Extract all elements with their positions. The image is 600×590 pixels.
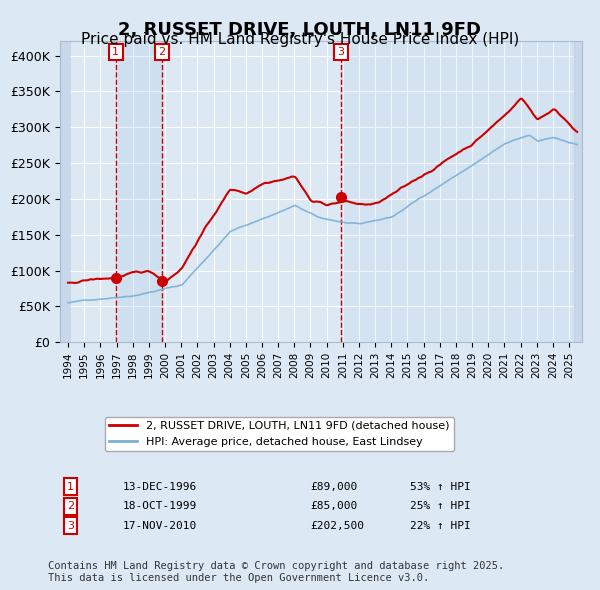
- Text: £85,000: £85,000: [311, 501, 358, 511]
- Text: 1: 1: [112, 47, 119, 57]
- Text: 25% ↑ HPI: 25% ↑ HPI: [410, 501, 470, 511]
- Text: 1: 1: [67, 481, 74, 491]
- Bar: [574, 41, 584, 342]
- Legend: 2, RUSSET DRIVE, LOUTH, LN11 9FD (detached house), HPI: Average price, detached : 2, RUSSET DRIVE, LOUTH, LN11 9FD (detach…: [105, 417, 454, 451]
- Bar: [60, 41, 71, 342]
- Text: 13-DEC-1996: 13-DEC-1996: [122, 481, 197, 491]
- Text: Price paid vs. HM Land Registry's House Price Index (HPI): Price paid vs. HM Land Registry's House …: [81, 32, 519, 47]
- Bar: [116, 41, 161, 342]
- Bar: [341, 41, 574, 342]
- Text: 3: 3: [67, 521, 74, 531]
- Text: 2, RUSSET DRIVE, LOUTH, LN11 9FD: 2, RUSSET DRIVE, LOUTH, LN11 9FD: [119, 21, 482, 39]
- Text: 18-OCT-1999: 18-OCT-1999: [122, 501, 197, 511]
- Text: Contains HM Land Registry data © Crown copyright and database right 2025.
This d: Contains HM Land Registry data © Crown c…: [48, 561, 504, 583]
- Text: 3: 3: [337, 47, 344, 57]
- Text: 17-NOV-2010: 17-NOV-2010: [122, 521, 197, 531]
- Text: 2: 2: [67, 501, 74, 511]
- Text: 22% ↑ HPI: 22% ↑ HPI: [410, 521, 470, 531]
- Text: £89,000: £89,000: [311, 481, 358, 491]
- Text: 2: 2: [158, 47, 165, 57]
- Text: £202,500: £202,500: [311, 521, 365, 531]
- Text: 53% ↑ HPI: 53% ↑ HPI: [410, 481, 470, 491]
